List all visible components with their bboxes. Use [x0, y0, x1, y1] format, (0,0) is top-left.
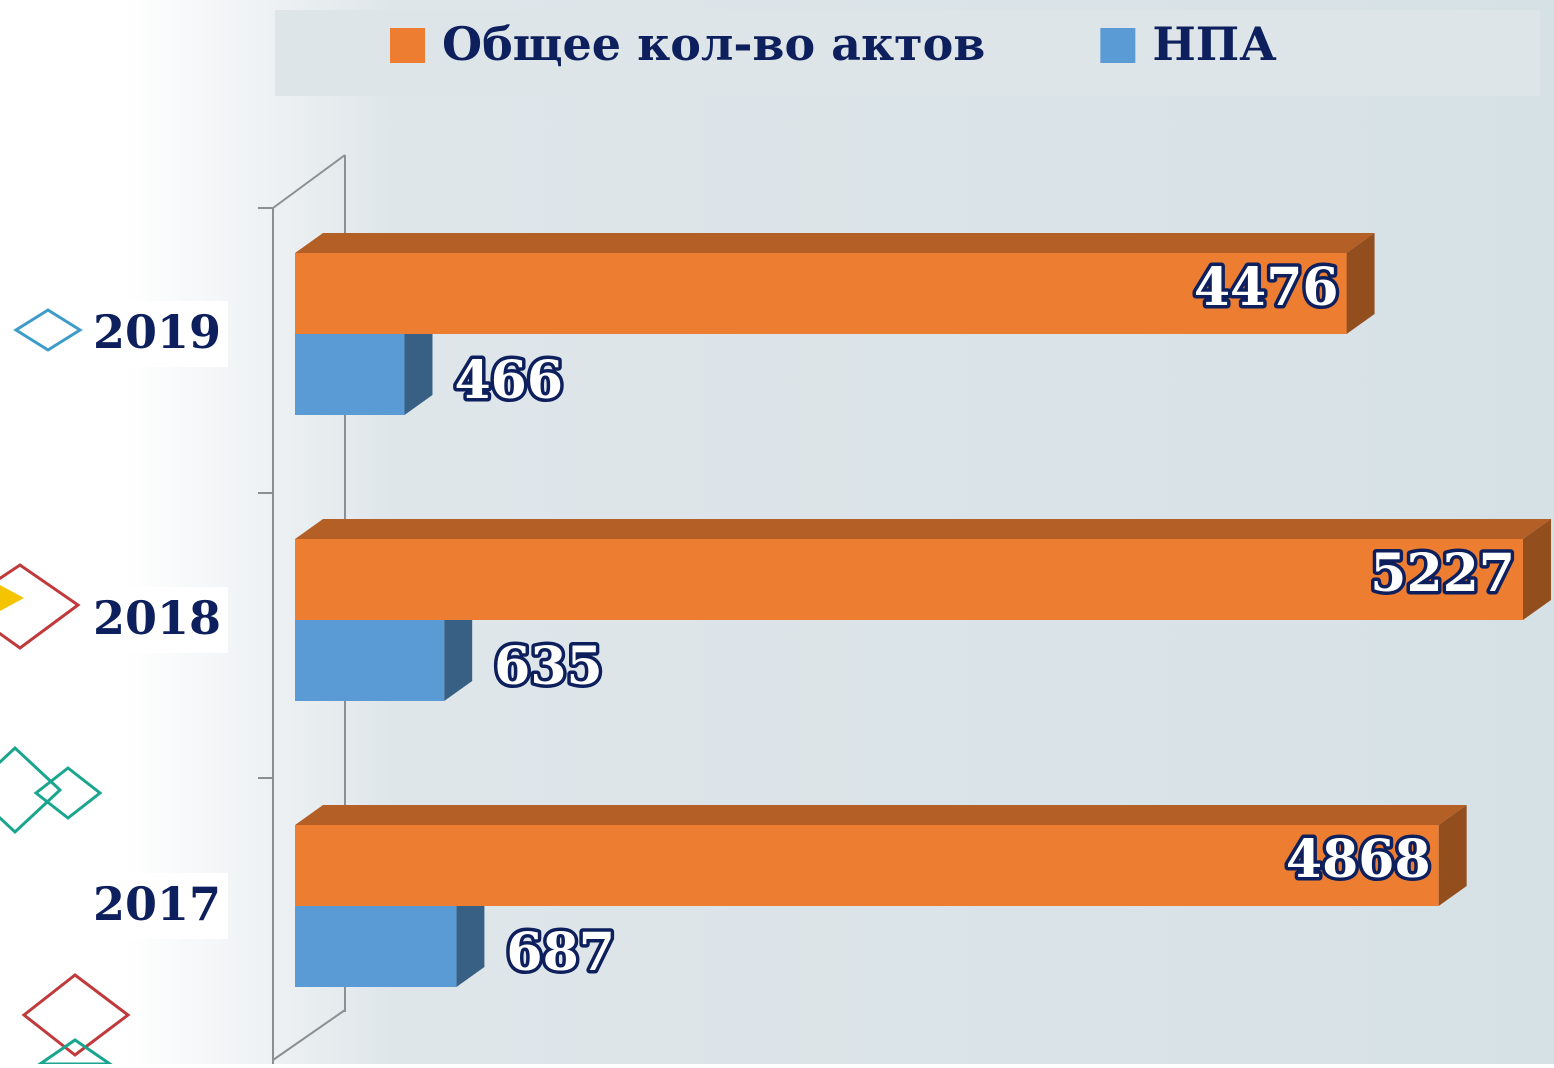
value-label: 466 [454, 350, 563, 411]
bar [295, 906, 456, 987]
value-label: 687 [506, 922, 615, 983]
value-label: 4476 [1194, 257, 1339, 318]
bar [295, 539, 1523, 620]
category-label: 2018 [93, 591, 221, 645]
legend-label: НПА [1152, 17, 1277, 71]
bar [295, 253, 1347, 334]
category-label: 2019 [93, 305, 221, 359]
bar [295, 334, 404, 415]
page: Общее кол-во актов НПА 2019 466 4476 2018 635 5… [0, 0, 1554, 1064]
value-label: 635 [494, 636, 603, 697]
bar [295, 825, 1439, 906]
value-label: 5227 [1370, 543, 1515, 604]
bar-top-face [295, 805, 1467, 825]
legend-swatch [1100, 28, 1135, 63]
bar-top-face [295, 233, 1375, 253]
value-label: 4868 [1286, 829, 1431, 890]
category-label: 2017 [93, 877, 221, 931]
legend-swatch [390, 28, 425, 63]
chart: Общее кол-во актов НПА 2019 466 4476 2018 635 5… [0, 0, 1554, 1064]
bar-top-face [295, 519, 1551, 539]
bar [295, 620, 444, 701]
legend-label: Общее кол-во актов [442, 17, 985, 71]
